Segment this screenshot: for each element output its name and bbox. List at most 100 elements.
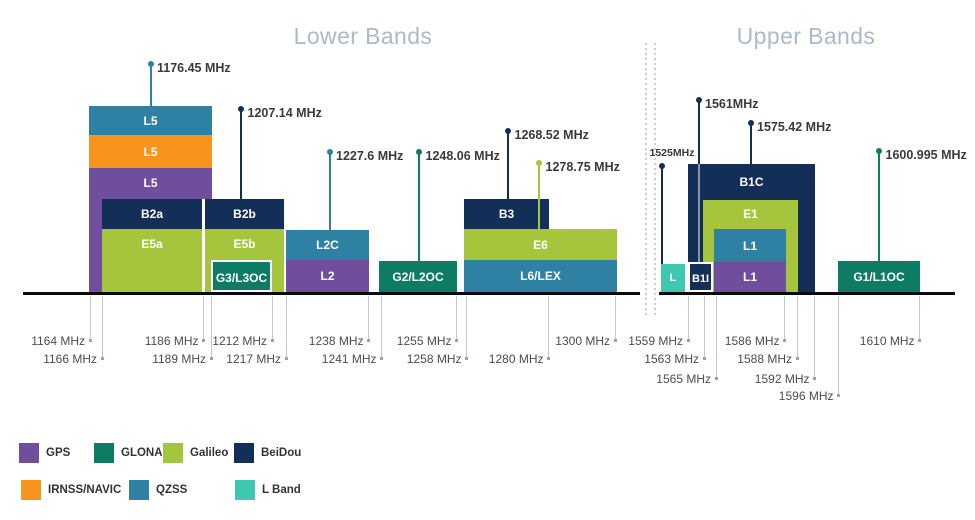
tick-1588-MHz-dot [795, 357, 799, 360]
tick-1258-MHz-dot [465, 357, 468, 360]
tick-1586-MHz-dot [783, 339, 786, 342]
band-gps-l5-label: L5 [143, 176, 158, 190]
tick-1164-MHz-line [89, 296, 91, 339]
tick-1164-MHz-label: 1164 MHz [31, 334, 85, 348]
band-separator [202, 199, 205, 292]
band-gps-l2-label: L2 [320, 269, 335, 283]
legend-swatch-irnss-navic [21, 480, 41, 500]
band-beidou-b1c-label: B1C [739, 175, 764, 189]
legend-label-gps: GPS [46, 447, 71, 459]
band-glonass-g3-label: G3/L3OC [215, 271, 268, 285]
tick-1559-MHz-line [687, 296, 689, 339]
tick-1596-MHz-dot [837, 394, 840, 397]
tick-1559-MHz-dot [686, 339, 690, 342]
callout-1600-line [878, 151, 880, 261]
band-galileo-e6-label: E6 [533, 237, 548, 252]
legend-swatch-glonass [94, 443, 114, 463]
band-gps-l1: L1 [714, 262, 786, 292]
callout-1176-label: 1176.45 MHz [157, 61, 231, 75]
tick-1164-MHz-dot [88, 339, 92, 342]
tick-1212-MHz-label: 1212 MHz [212, 334, 267, 348]
tick-1217-MHz-dot [284, 357, 288, 360]
band-qzss-l1-label: L1 [742, 238, 757, 253]
callout-1575-dot [747, 120, 754, 126]
band-qzss-l5-label: L5 [143, 113, 158, 128]
tick-1300-MHz-label: 1300 MHz [555, 334, 610, 348]
tick-1186-MHz-label: 1186 MHz [144, 334, 199, 348]
band-beidou-b2a: B2a [102, 199, 202, 229]
legend-label-galileo: Galileo [190, 447, 229, 459]
tick-1280-MHz-line [548, 296, 549, 357]
callout-1600-dot [876, 148, 882, 154]
band-beidou-b2b: B2b [205, 199, 284, 229]
callout-1278-line [538, 163, 540, 229]
tick-1217-MHz-line [285, 296, 287, 357]
tick-1166-MHz-label: 1166 MHz [43, 352, 97, 366]
legend-label-qzss: QZSS [156, 484, 188, 496]
callout-1600-label: 1600.995 MHz [885, 148, 967, 162]
tick-1596-MHz-label: 1596 MHz [778, 389, 834, 403]
tick-1258-MHz-line [466, 296, 467, 357]
callout-1575-label: 1575.42 MHz [757, 120, 832, 134]
lower-axis [23, 292, 640, 295]
tick-1166-MHz-dot [100, 357, 104, 360]
tick-1588-MHz-line [796, 296, 798, 357]
band-beidou-b1i-label: B1I [691, 273, 710, 285]
band-irnss-l5: L5 [89, 135, 212, 168]
callout-1575-line [749, 123, 752, 164]
tick-1565-MHz-label: 1565 MHz [656, 372, 711, 386]
tick-1588-MHz-label: 1588 MHz [737, 352, 792, 366]
band-qzss-l5: L5 [89, 106, 212, 135]
tick-1258-MHz-label: 1258 MHz [406, 352, 462, 366]
section-divider-line-2 [653, 43, 656, 315]
tick-1559-MHz-label: 1559 MHz [628, 334, 683, 348]
callout-1227-label: 1227.6 MHz [336, 149, 404, 163]
tick-1186-MHz-line [203, 296, 204, 339]
tick-1592-MHz-dot [813, 377, 816, 380]
callout-1176-dot [147, 61, 154, 67]
tick-1610-MHz-line [919, 296, 920, 339]
band-galileo-e5a: E5a [102, 229, 202, 292]
tick-1586-MHz-line [784, 296, 785, 339]
tick-1212-MHz-line [271, 296, 273, 339]
tick-1186-MHz-dot [202, 339, 205, 342]
callout-1561-label: 1561MHz [705, 97, 759, 111]
callout-1248-dot [416, 149, 422, 155]
legend-label-irnss-navic: IRNSS/NAVIC [48, 484, 122, 496]
callout-1525-line [660, 166, 663, 264]
band-glonass-g2: G2/L2OC [379, 261, 457, 292]
band-qzss-l2c-label: L2C [316, 238, 339, 252]
band-galileo-e6: E6 [464, 229, 617, 260]
band-qzss-l6lex-label: L6/LEX [520, 269, 561, 283]
tick-1166-MHz-line [101, 296, 103, 357]
tick-1255-MHz-label: 1255 MHz [396, 334, 452, 348]
callout-1525-label: 1525MHz [649, 147, 695, 159]
legend-swatch-qzss [129, 480, 149, 500]
upper-bands-title: Upper Bands [736, 23, 876, 49]
callout-1207-label: 1207.14 MHz [247, 106, 322, 120]
callout-1227-line [328, 152, 331, 230]
legend-label-beidou: BeiDou [261, 447, 302, 459]
tick-1241-MHz-label: 1241 MHz [321, 352, 377, 366]
band-beidou-b3: B3 [464, 199, 549, 229]
tick-1238-MHz-line [368, 296, 369, 339]
legend-swatch-l-band [235, 480, 255, 500]
callout-1248-line [418, 152, 420, 261]
callout-1248-label: 1248.06 MHz [425, 149, 500, 163]
tick-1300-MHz-line [614, 296, 616, 339]
band-qzss-l6lex: L6/LEX [464, 260, 617, 292]
callout-1525-dot [658, 163, 665, 169]
tick-1189-MHz-label: 1189 MHz [152, 352, 206, 366]
band-glonass-g3: G3/L3OC [211, 260, 272, 292]
tick-1241-MHz-dot [380, 357, 383, 360]
callout-1278-label: 1278.75 MHz [545, 160, 620, 174]
tick-1280-MHz-label: 1280 MHz [488, 352, 544, 366]
legend-swatch-galileo [163, 443, 183, 463]
tick-1255-MHz-dot [455, 339, 458, 342]
tick-1300-MHz-dot [613, 339, 617, 342]
band-gps-l2: L2 [286, 260, 369, 292]
band-qzss-l2c: L2C [286, 230, 369, 260]
band-glonass-g2-label: G2/L2OC [392, 269, 444, 284]
tick-1238-MHz-dot [367, 339, 370, 342]
